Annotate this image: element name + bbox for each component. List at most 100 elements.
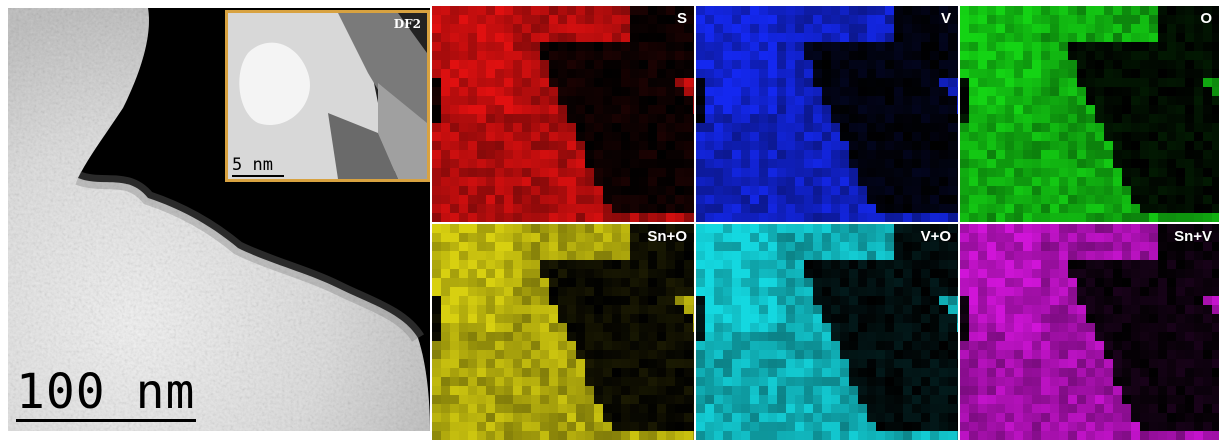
map-pixel [1104,159,1113,168]
map-pixel [714,395,723,404]
map-pixel [450,260,459,269]
map-pixel [768,213,777,222]
map-pixel [1158,204,1167,213]
map-pixel [657,195,666,204]
map-pixel [1077,332,1086,341]
map-pixel [987,33,996,42]
map-pixel [495,314,504,323]
map-pixel [639,60,648,69]
map-pixel [705,287,714,296]
map-pixel [939,123,948,132]
map-pixel [1140,177,1149,186]
map-pixel [960,260,969,269]
map-pixel [741,96,750,105]
map-pixel [813,177,822,186]
map-pixel [1023,69,1032,78]
map-pixel [786,305,795,314]
map-pixel [684,251,693,260]
map-pixel [840,224,849,233]
map-pixel [1113,323,1122,332]
map-pixel [885,213,894,222]
map-pixel [732,177,741,186]
map-pixel [996,413,1005,422]
map-pixel [531,323,540,332]
map-pixel [459,278,468,287]
map-pixel [1131,114,1140,123]
map-pixel [732,195,741,204]
map-pixel [1086,123,1095,132]
map-pixel [750,395,759,404]
map-pixel [996,368,1005,377]
map-pixel [1167,51,1176,60]
map-pixel [1032,287,1041,296]
map-pixel [912,395,921,404]
map-pixel [795,186,804,195]
map-pixel [639,24,648,33]
map-pixel [1203,404,1212,413]
map-pixel [1023,6,1032,15]
map-pixel [585,332,594,341]
map-pixel [603,42,612,51]
map-pixel [1095,24,1104,33]
map-pixel [1023,105,1032,114]
map-pixel [1005,224,1014,233]
map-pixel [1104,278,1113,287]
map-pixel [1131,296,1140,305]
map-pixel [1086,377,1095,386]
map-pixel [876,186,885,195]
map-pixel [939,69,948,78]
map-pixel [777,132,786,141]
map-pixel [522,132,531,141]
map-pixel [477,186,486,195]
map-pixel [714,141,723,150]
map-pixel [1059,51,1068,60]
map-pixel [549,269,558,278]
map-pixel [486,269,495,278]
map-pixel [486,177,495,186]
map-pixel [1041,242,1050,251]
map-pixel [1050,123,1059,132]
map-pixel [1023,287,1032,296]
map-pixel [912,431,921,440]
map-pixel [639,341,648,350]
map-pixel [822,332,831,341]
map-pixel [759,368,768,377]
map-pixel [894,141,903,150]
map-pixel [558,386,567,395]
map-pixel [1104,87,1113,96]
map-pixel [1068,132,1077,141]
map-pixel [831,24,840,33]
map-pixel [1014,242,1023,251]
map-pixel [948,195,957,204]
map-pixel [468,395,477,404]
map-pixel [1158,69,1167,78]
map-pixel [741,260,750,269]
map-pixel [930,105,939,114]
map-pixel [693,395,694,404]
map-pixel [696,323,705,332]
map-pixel [705,150,714,159]
map-pixel [1086,132,1095,141]
map-pixel [657,6,666,15]
map-pixel [567,242,576,251]
map-pixel [1023,350,1032,359]
map-pixel [648,150,657,159]
map-pixel [1149,159,1158,168]
map-pixel [567,24,576,33]
map-pixel [1005,368,1014,377]
map-pixel [969,260,978,269]
map-pixel [1122,377,1131,386]
map-pixel [759,260,768,269]
map-pixel [459,150,468,159]
map-pixel [804,269,813,278]
map-pixel [693,269,694,278]
map-pixel [1140,278,1149,287]
map-pixel [594,159,603,168]
map-pixel [1014,114,1023,123]
map-pixel [540,287,549,296]
map-pixel [1086,242,1095,251]
map-pixel [867,431,876,440]
map-pixel [684,224,693,233]
map-pixel [459,350,468,359]
map-pixel [522,404,531,413]
